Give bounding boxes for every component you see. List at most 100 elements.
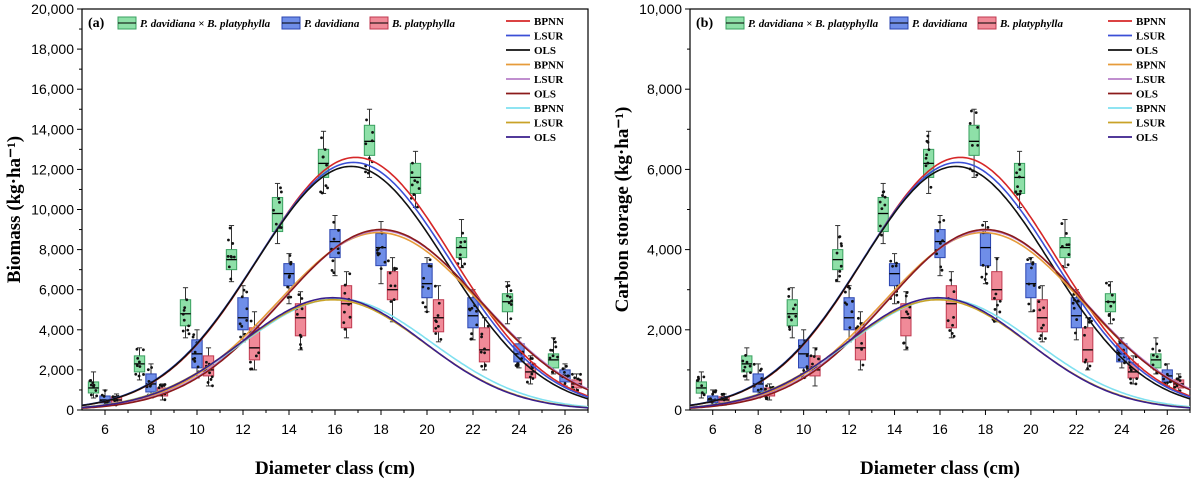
box-data-point	[416, 180, 419, 184]
box-data-point	[150, 366, 153, 369]
box-data-point	[423, 305, 427, 309]
box-data-point	[483, 347, 486, 351]
box-data-point	[998, 299, 1002, 303]
legend-line-label: LSUR	[1136, 118, 1166, 130]
x-tick-label: 10	[796, 421, 812, 437]
box-data-point	[1117, 358, 1121, 362]
box-data-point	[743, 365, 747, 369]
box-data-point	[330, 269, 334, 272]
fit-curve-ols	[81, 296, 589, 409]
box-data-point	[115, 398, 119, 402]
box-data-point	[343, 327, 347, 331]
box-data-point	[891, 264, 894, 268]
box-data-point	[187, 332, 191, 336]
box-data-point	[249, 360, 252, 364]
box-data-point	[480, 335, 483, 339]
box-data-point	[980, 275, 984, 279]
y-tick-label: 6,000	[39, 282, 74, 298]
box-data-point	[483, 364, 487, 368]
legend-line-label: LSUR	[534, 31, 564, 43]
y-tick-label: 2,000	[39, 362, 74, 378]
box-data-point	[141, 348, 145, 352]
y-tick-label: 10,000	[31, 202, 74, 218]
y-tick-label: 18,000	[31, 41, 74, 57]
box-data-point	[895, 293, 899, 297]
y-tick-label: 20,000	[31, 1, 74, 17]
legend-line-label: LSUR	[1136, 74, 1166, 86]
box-data-point	[840, 244, 843, 248]
box-data-point	[1065, 232, 1068, 235]
box-data-point	[163, 398, 167, 402]
box-data-point	[1107, 314, 1111, 317]
box-data-point	[742, 374, 746, 378]
box-data-point	[421, 285, 425, 289]
box-data-point	[508, 295, 512, 299]
box-data-point	[756, 388, 760, 392]
box-data-point	[986, 265, 990, 269]
box-data-point	[1018, 163, 1021, 166]
box-data-point	[837, 235, 841, 239]
box-data-point	[936, 229, 940, 233]
box-data-point	[300, 307, 304, 311]
box-data-point	[326, 186, 329, 190]
box-data-point	[970, 109, 973, 113]
box-iqr	[248, 327, 261, 361]
box-data-point	[410, 171, 414, 174]
x-tick-label: 8	[147, 421, 155, 437]
box-data-point	[298, 333, 302, 337]
box-data-point	[765, 396, 769, 400]
box-iqr	[363, 124, 376, 156]
box-data-point	[553, 340, 557, 344]
x-tick-label: 12	[841, 421, 857, 437]
fit-curve-ols	[81, 228, 589, 409]
box-data-point	[185, 298, 189, 302]
box-data-point	[480, 332, 484, 336]
box-data-point	[111, 395, 115, 399]
box-iqr	[421, 263, 433, 299]
x-tick-label: 16	[932, 421, 948, 437]
box-data-point	[902, 341, 906, 345]
box-data-point	[427, 264, 431, 268]
box-data-point	[288, 254, 292, 257]
legend-line-label: LSUR	[534, 118, 564, 130]
box-data-point	[254, 354, 258, 358]
box-data-point	[1042, 306, 1045, 310]
box-data-point	[379, 267, 383, 271]
box-data-point	[1165, 372, 1169, 376]
box-data-point	[975, 173, 979, 177]
box-data-point	[227, 238, 230, 242]
box-data-point	[422, 276, 426, 280]
legend-box-label: B. platyphylla	[391, 18, 455, 30]
legend-box-label: P. davidiana	[304, 18, 360, 30]
box-data-point	[528, 375, 532, 379]
box-data-point	[137, 374, 141, 378]
legend-line-label: OLS	[1136, 45, 1158, 57]
box-data-point	[227, 265, 231, 269]
box-data-point	[1038, 308, 1042, 312]
box-data-point	[946, 319, 950, 323]
box-data-point	[1018, 175, 1021, 179]
box-data-point	[1038, 286, 1041, 289]
box-data-point	[182, 318, 186, 322]
box-iqr	[1025, 263, 1037, 299]
box-data-point	[1019, 189, 1022, 193]
box-data-point	[938, 241, 942, 245]
box-data-point	[393, 266, 396, 270]
box-data-point	[986, 225, 990, 229]
box-data-point	[332, 220, 336, 224]
x-tick-label: 22	[465, 421, 481, 437]
box-data-point	[1060, 222, 1064, 225]
fit-curve-ols	[689, 165, 1191, 407]
box-data-point	[210, 375, 214, 379]
box-data-point	[758, 369, 762, 372]
box-data-point	[851, 299, 854, 303]
box-data-point	[193, 350, 197, 354]
box-data-point	[321, 155, 325, 159]
box-data-point	[458, 257, 462, 261]
box-data-point	[860, 347, 863, 351]
legend-line-label: BPNN	[1136, 16, 1166, 28]
box-data-point	[229, 254, 233, 258]
box-data-point	[926, 134, 930, 138]
box-data-point	[135, 364, 139, 368]
box-data-point	[232, 255, 236, 259]
